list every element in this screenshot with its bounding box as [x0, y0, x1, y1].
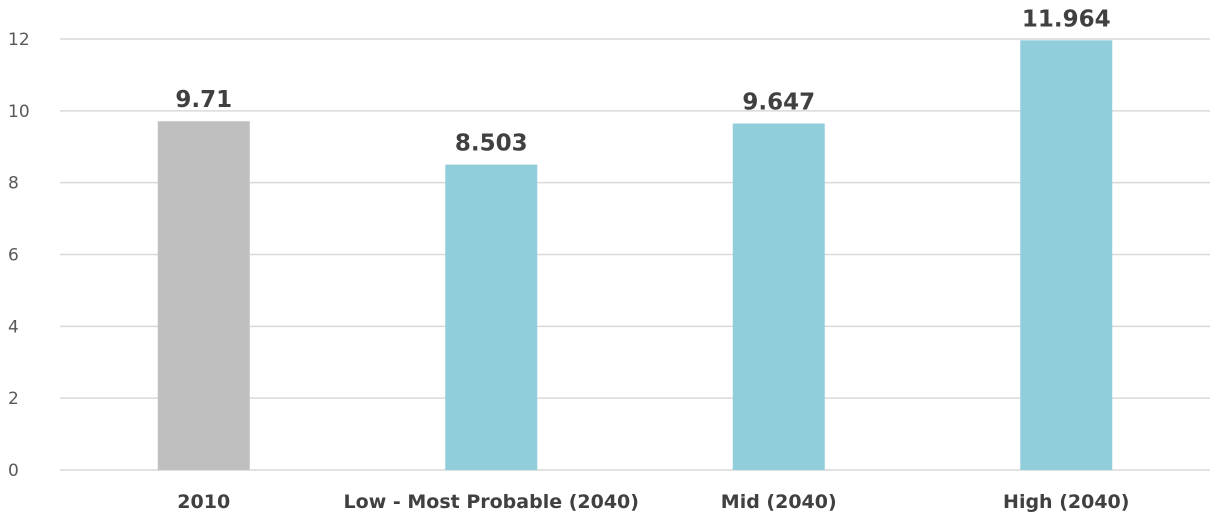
data-label: 8.503: [455, 131, 528, 157]
x-tick-label: Low - Most Probable (2040): [344, 491, 639, 513]
data-label: 11.964: [1022, 6, 1111, 32]
data-label: 9.71: [175, 87, 232, 113]
y-tick-label: 0: [8, 461, 19, 481]
y-tick-label: 12: [8, 30, 30, 50]
x-tick-label: High (2040): [1003, 491, 1129, 513]
y-tick-label: 6: [8, 246, 19, 266]
x-tick-label: 2010: [177, 491, 230, 513]
y-tick-label: 4: [8, 317, 19, 337]
x-tick-label: Mid (2040): [721, 491, 837, 513]
y-tick-label: 10: [8, 102, 30, 122]
bar-2: [445, 164, 538, 470]
y-tick-label: 8: [8, 174, 19, 194]
bar-4: [1020, 40, 1113, 470]
y-tick-label: 2: [8, 389, 19, 409]
bar-1: [157, 121, 250, 470]
data-label: 9.647: [742, 90, 815, 116]
bar-3: [732, 123, 825, 471]
